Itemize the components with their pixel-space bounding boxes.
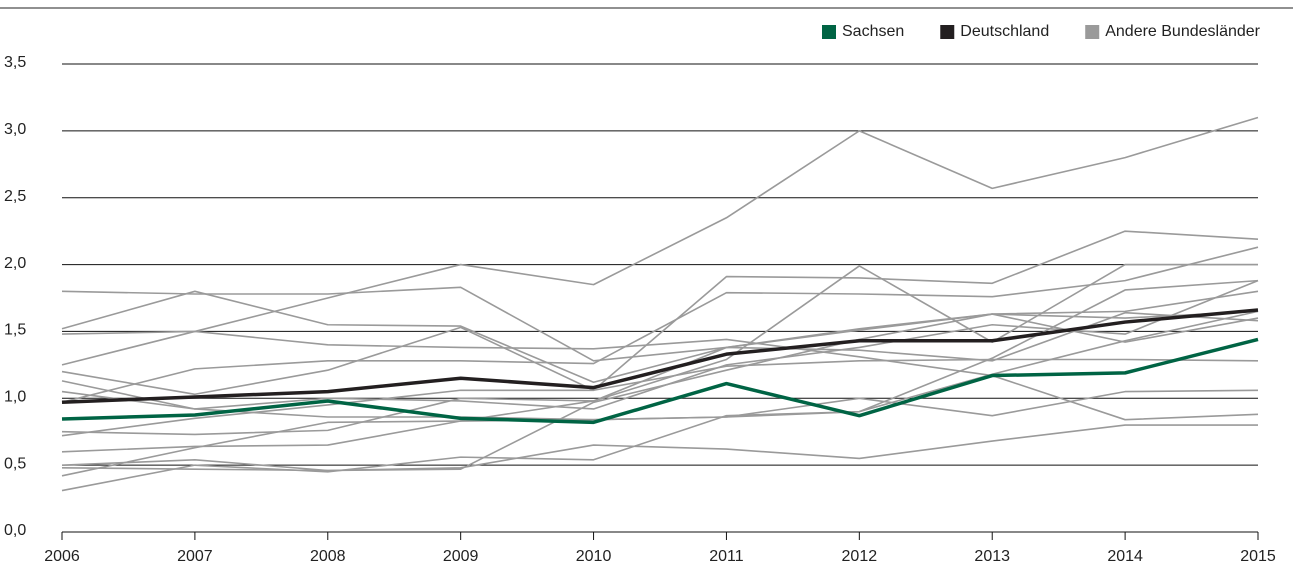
other-line	[61, 310, 1259, 492]
other-line	[61, 279, 1259, 421]
other-line	[61, 230, 1259, 396]
other-line	[61, 286, 1259, 362]
x-tick-label: 2010	[576, 548, 612, 565]
legend-swatch	[940, 25, 955, 39]
legend-swatch	[822, 25, 836, 39]
other-line	[61, 263, 1258, 436]
x-tick-label: 2006	[44, 548, 80, 565]
y-tick-label: 3,0	[4, 121, 26, 138]
y-tick-label: 0,5	[4, 455, 26, 472]
x-tick-label: 2011	[709, 548, 744, 565]
series-line	[61, 308, 1259, 405]
legend-swatch	[1085, 25, 1100, 39]
other-line	[61, 290, 1259, 384]
x-tick-label: 2012	[842, 548, 878, 565]
y-tick-label: 2,5	[4, 188, 26, 205]
series-line	[61, 337, 1259, 425]
x-tick-label: 2008	[310, 548, 346, 565]
legend-label: Andere Bundesländer	[1105, 23, 1260, 40]
other-line	[61, 246, 1259, 404]
x-tick-label: 2015	[1240, 548, 1276, 565]
legend: Sachsen Deutschland Andere Bundesländer	[822, 23, 1261, 40]
y-tick-label: 3,5	[4, 54, 26, 71]
y-tick-label: 1,5	[4, 322, 26, 339]
other-line	[61, 424, 1258, 472]
y-tick-label: 1,0	[4, 389, 26, 406]
other-line	[61, 116, 1259, 366]
other-line	[61, 358, 1259, 437]
x-tick-label: 2013	[974, 548, 1010, 565]
legend-label: Deutschland	[960, 23, 1049, 40]
y-tick-label: 2,0	[4, 255, 26, 272]
x-tick-label: 2007	[177, 548, 213, 565]
x-tick-label: 2009	[443, 548, 479, 565]
y-tick-label: 0,0	[4, 522, 26, 539]
other-line	[61, 389, 1259, 477]
x-tick-label: 2014	[1107, 548, 1143, 565]
other-line	[61, 290, 1259, 453]
other-line	[61, 330, 1259, 421]
legend-label: Sachsen	[842, 23, 904, 40]
other-line	[61, 310, 1259, 472]
